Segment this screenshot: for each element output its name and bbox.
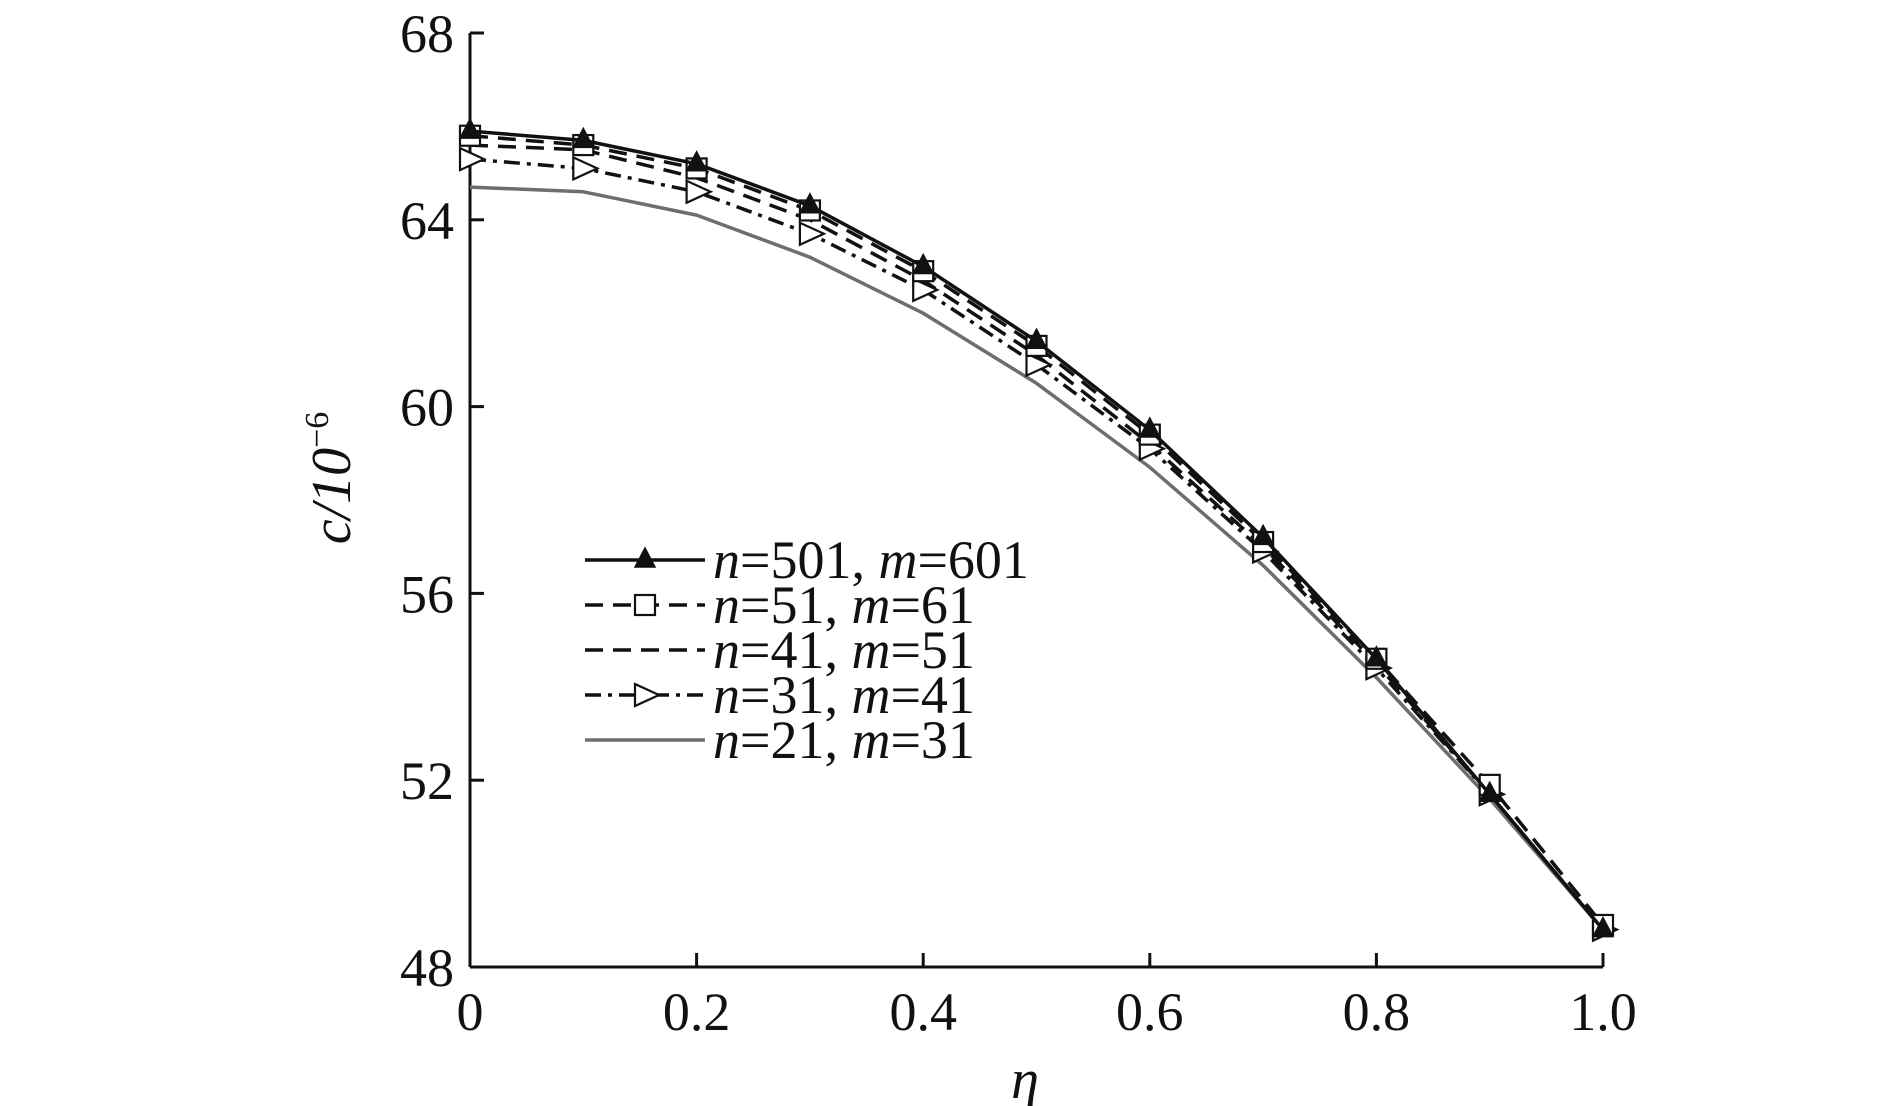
series-1 [458, 117, 1615, 938]
series-4-point [798, 221, 827, 247]
y-tick-label: 60 [400, 378, 454, 438]
legend-label: n=41, m=51 [713, 620, 975, 680]
axes [468, 33, 1603, 969]
y-axis-label-main: c/10 [301, 448, 363, 544]
series-3 [469, 143, 1605, 931]
series-1-point [572, 126, 595, 149]
series-4-line [469, 157, 1605, 931]
legend-var: n [713, 620, 740, 680]
y-tick-label: 48 [400, 938, 454, 998]
y-axis-ticks: 48 52 56 60 64 68 [400, 4, 484, 998]
series-1-point [1591, 916, 1615, 938]
y-axis-label: c/10−6 [299, 412, 363, 545]
series-group [458, 117, 1620, 943]
series-1-line [469, 129, 1605, 931]
y-axis-label-exponent: −6 [299, 412, 336, 448]
series-1-point [911, 252, 935, 275]
series-4-point [912, 277, 940, 303]
legend-swatch-marker [633, 593, 657, 617]
legend-label: n=31, m=41 [713, 665, 975, 725]
x-axis-ticks: 0 0.2 0.4 0.6 0.8 1.0 [457, 953, 1637, 1042]
series-1-point [1251, 523, 1275, 546]
series-1-point [1478, 780, 1501, 802]
legend-val: =51 [890, 620, 974, 680]
legend-val: =21, [740, 710, 851, 770]
legend-val: =501, [740, 530, 878, 590]
legend-var: m [851, 620, 890, 680]
legend-var: n [713, 665, 740, 725]
x-tick-label: 0.4 [889, 982, 957, 1042]
legend-val: =61 [890, 575, 974, 635]
series-1-point [685, 150, 708, 172]
x-tick-label: 0 [457, 982, 484, 1042]
legend-var: m [851, 710, 890, 770]
legend-label: n=501, m=601 [713, 530, 1029, 590]
series-1-point [1365, 645, 1388, 667]
y-tick-label: 56 [400, 564, 454, 624]
legend-item-4: n=31, m=41 [585, 665, 975, 725]
legend-var: m [851, 575, 890, 635]
legend-item-1: n=501, m=601 [585, 530, 1029, 590]
series-2 [458, 124, 1615, 937]
legend-var: m [878, 530, 917, 590]
x-tick-label: 1.0 [1569, 982, 1637, 1042]
legend-val: =51, [740, 575, 851, 635]
legend-var: m [851, 665, 890, 725]
x-axis-label: η [1011, 1049, 1039, 1106]
legend-val: =41, [740, 620, 851, 680]
y-tick-label: 64 [400, 191, 454, 251]
legend-item-2: n=51, m=61 [585, 575, 975, 635]
legend-label: n=51, m=61 [713, 575, 975, 635]
series-4-point [1025, 351, 1054, 378]
series-5-line [469, 185, 1605, 931]
legend-val: =601 [917, 530, 1028, 590]
legend-val: =41 [890, 665, 974, 725]
legend-val: =31 [890, 710, 974, 770]
legend-item-5: n=21, m=31 [585, 710, 975, 770]
x-tick-label: 0.2 [663, 982, 731, 1042]
y-tick-label: 52 [400, 751, 454, 811]
legend-val: =31, [740, 665, 851, 725]
series-1-point [1025, 327, 1048, 349]
series-4-point [572, 155, 600, 182]
series-4 [458, 146, 1620, 943]
series-3-line [469, 143, 1605, 931]
legend-swatch-marker [633, 546, 657, 568]
legend-item-3: n=41, m=51 [585, 620, 975, 680]
y-tick-label: 68 [400, 4, 454, 64]
series-4-point [458, 146, 487, 172]
series-5 [469, 185, 1605, 931]
legend-var: n [713, 530, 740, 590]
legend-var: n [713, 575, 740, 635]
x-tick-label: 0.6 [1116, 982, 1184, 1042]
series-2-line [469, 133, 1605, 927]
series-1-point [1138, 416, 1162, 438]
series-4-point [685, 179, 714, 205]
series-1-point [798, 192, 822, 214]
x-tick-label: 0.8 [1343, 982, 1411, 1042]
legend-swatch-marker [633, 682, 662, 708]
series-1-point [458, 117, 482, 139]
legend-var: n [713, 710, 740, 770]
legend-label: n=21, m=31 [713, 710, 975, 770]
